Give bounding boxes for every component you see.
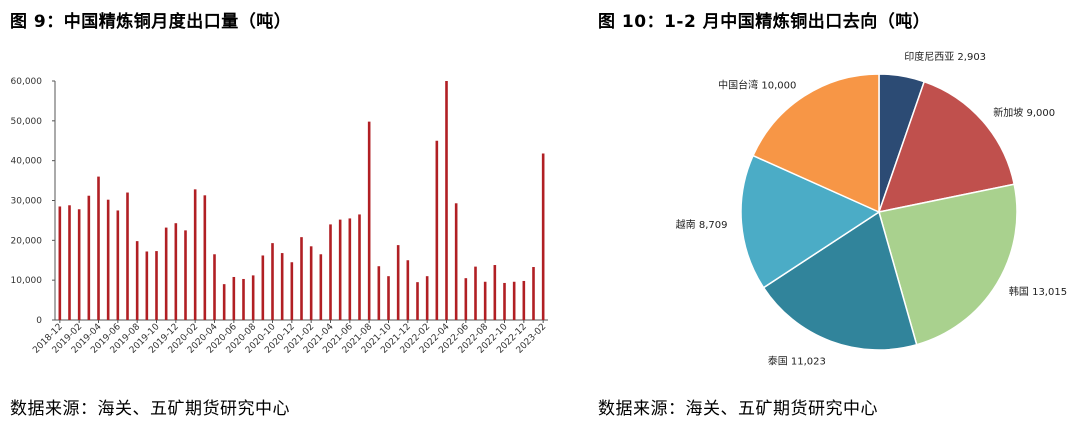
- y-tick-label: 0: [36, 316, 42, 326]
- bar: [116, 210, 120, 320]
- bar: [193, 189, 197, 320]
- bar: [145, 251, 149, 320]
- figure-10-source: 数据来源：海关、五矿期货研究中心: [598, 399, 878, 419]
- bar: [348, 218, 352, 320]
- bar: [271, 243, 274, 320]
- bar: [68, 205, 71, 320]
- bar: [338, 219, 342, 320]
- y-tick-label: 60,000: [11, 77, 43, 87]
- pie-slice: [752, 73, 880, 214]
- bar: [416, 282, 419, 320]
- export-destination-panel: 图 10：1-2 月中国精炼铜出口去向（吨） 印度尼西亚 2,903 新加坡 9,…: [590, 0, 1080, 433]
- pie-label: 新加坡 9,000: [993, 106, 1055, 119]
- pie-label: 韩国 13,015: [1009, 285, 1067, 298]
- bar: [290, 262, 294, 320]
- bar: [377, 266, 381, 320]
- bar: [106, 199, 110, 320]
- bar: [77, 209, 81, 320]
- bar: [309, 246, 313, 320]
- bar: [97, 176, 100, 320]
- bar: [135, 241, 139, 320]
- bar: [261, 255, 265, 320]
- bar: [358, 214, 361, 320]
- bar: [280, 253, 284, 320]
- bar: [58, 206, 62, 320]
- export-destination-pie-chart: 印度尼西亚 2,903 新加坡 9,000 韩国 13,015 泰国 11,023 越南…: [676, 50, 1067, 367]
- bar: [300, 237, 303, 320]
- bar: [251, 275, 255, 320]
- monthly-export-panel: 图 9：中国精炼铜月度出口量（吨） 0 10,000 20,000 30,000 40,…: [10, 12, 549, 419]
- bar: [483, 281, 487, 320]
- pie-label: 印度尼西亚 2,903: [904, 50, 986, 63]
- bar: [522, 280, 526, 320]
- pie-label: 越南 8,709: [676, 218, 728, 231]
- bar: [184, 230, 187, 320]
- bar: [155, 251, 158, 320]
- pie-label: 泰国 11,023: [768, 354, 826, 367]
- bar: [174, 223, 178, 320]
- bar: [87, 195, 91, 320]
- bar: [367, 121, 371, 320]
- pie-label: 中国台湾 10,000: [718, 78, 796, 91]
- bar: [541, 153, 545, 320]
- bar: [474, 266, 477, 320]
- y-tick-label: 30,000: [11, 197, 43, 207]
- figure-9-title: 图 9：中国精炼铜月度出口量（吨）: [10, 12, 292, 32]
- bar: [387, 276, 390, 320]
- y-tick-label: 50,000: [11, 117, 43, 127]
- pie-slice: [740, 154, 881, 289]
- bar: [425, 276, 429, 320]
- bar: [213, 254, 216, 320]
- bar: [464, 278, 468, 320]
- bar: [512, 281, 516, 320]
- figure-9-source: 数据来源：海关、五矿期货研究中心: [10, 399, 290, 419]
- pie-slice: [762, 210, 918, 351]
- bar: [396, 245, 400, 320]
- bar: [329, 224, 332, 320]
- bar: [222, 284, 226, 320]
- y-tick-label: 10,000: [11, 276, 43, 286]
- pie-slice: [877, 80, 1016, 213]
- pie-slice: [878, 183, 1018, 346]
- bar: [164, 227, 168, 320]
- monthly-export-bar-chart: 010,00020,00030,00040,00050,00060,000201…: [11, 77, 549, 356]
- y-tick-label: 40,000: [11, 157, 43, 167]
- bar: [445, 81, 448, 320]
- bar: [126, 192, 129, 320]
- bar: [493, 265, 497, 320]
- bar: [435, 140, 439, 320]
- bar: [532, 267, 535, 320]
- bar: [203, 195, 207, 320]
- bar: [454, 203, 458, 320]
- bar: [319, 254, 323, 320]
- figure-10-title: 图 10：1-2 月中国精炼铜出口去向（吨）: [598, 12, 931, 32]
- bar: [232, 276, 236, 320]
- y-tick-label: 20,000: [11, 236, 43, 246]
- bar: [242, 278, 245, 320]
- bar: [503, 282, 506, 320]
- bar: [406, 260, 410, 320]
